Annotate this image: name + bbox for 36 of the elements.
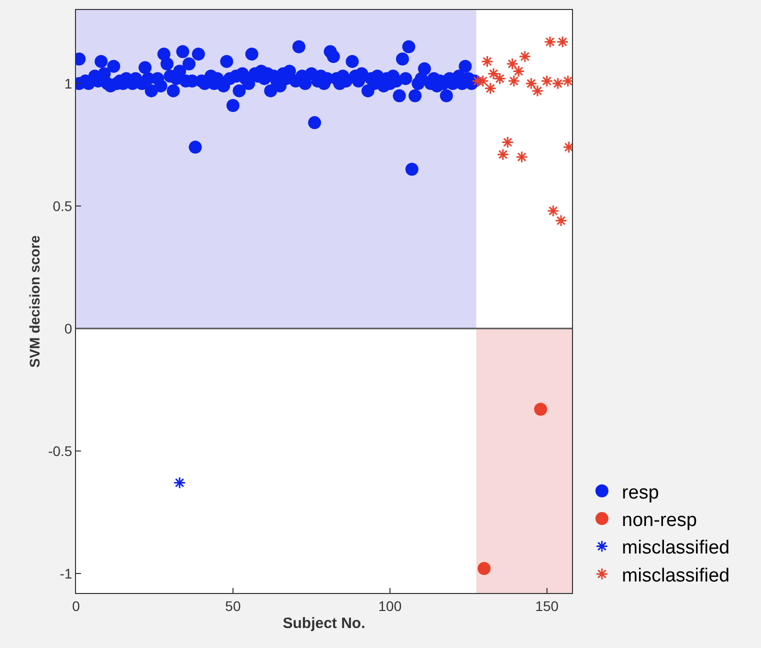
point [478,562,491,575]
point [173,476,186,489]
point [487,68,500,80]
x-axis-title: Subject No. [282,614,366,632]
y-axis-title: SVM decision score [26,235,43,368]
legend-label: misclassified [622,565,730,586]
point [518,50,532,63]
point [544,36,556,48]
point [506,58,518,70]
point [556,36,569,48]
y-tick-label: 0.5 [52,198,72,214]
point [554,214,568,227]
point [552,77,564,90]
point [502,136,514,148]
x-tick-label: 50 [225,598,241,614]
point [512,65,525,78]
point [516,150,528,164]
legend-label: resp [622,482,659,504]
point [531,84,544,97]
legend-label: non-resp [622,510,697,531]
point [525,77,538,90]
point [481,55,494,68]
y-tick-label: -0.5 [48,442,72,459]
legend-label: misclassified [622,538,730,559]
x-tick-label: 150 [535,598,559,614]
point [494,72,506,85]
point [547,204,560,218]
point [484,82,497,95]
point [508,74,520,88]
point [496,148,510,161]
point [540,74,554,88]
y-tick-label: 1 [64,75,72,92]
y-tick-label: 0 [64,320,72,336]
point [534,402,548,416]
x-tick-label: 100 [378,598,402,614]
y-tick-label: -1 [60,565,72,582]
